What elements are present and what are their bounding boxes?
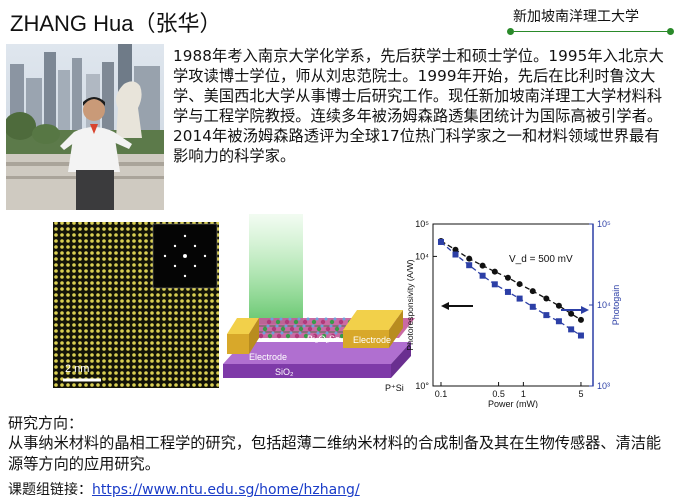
series-1-point: [452, 251, 459, 258]
group-link-line: 课题组链接：https://www.ntu.edu.sg/home/hzhang…: [8, 479, 360, 499]
series-0-point: [491, 268, 498, 275]
series-0-point: [452, 246, 459, 253]
y-left-axis-label: Photoresponsivity (A/W): [405, 259, 415, 350]
series-0-point: [466, 255, 473, 262]
series-1-point: [504, 288, 511, 295]
affiliation: 新加坡南洋理工大学: [513, 9, 639, 25]
y-right-axis-label: Photogain: [611, 285, 621, 326]
portrait-photo: [6, 44, 164, 210]
series-1-point: [577, 332, 584, 339]
group-link-label: 课题组链接：: [8, 482, 92, 498]
electrode-left-label: Electrode: [249, 352, 287, 362]
y-left-tick-label: 10⁵: [415, 219, 429, 229]
series-1-point: [555, 318, 562, 325]
chart-annotation: V_d = 500 mV: [509, 254, 573, 265]
photoresponse-chart: 0.1 0.5 1 5 Power (mW) 10° 10⁴ 10⁵ 10³ 10⁴ 10⁵ Phot…: [405, 219, 621, 409]
series-1-point: [491, 281, 498, 288]
series-1-point: [529, 303, 536, 310]
y-right-tick-label: 10⁴: [597, 300, 611, 310]
y-right-tick-label: 10⁵: [597, 219, 611, 229]
scale-bar-label: 2 nm: [65, 363, 89, 375]
x-tick-label: 0.5: [492, 389, 505, 399]
hrtem-image: 2 nm: [53, 222, 219, 388]
series-0-point: [479, 262, 486, 269]
group-link[interactable]: https://www.ntu.edu.sg/home/hzhang/: [92, 482, 360, 498]
substrate-label: P⁺Si: [385, 383, 404, 393]
material-label: Bi₂O₂Se: [307, 334, 340, 344]
x-tick-label: 1: [521, 389, 526, 399]
y-left-tick-label: 10°: [415, 381, 429, 391]
series-0-point: [577, 316, 584, 323]
series-0-point: [568, 310, 575, 317]
series-0-point: [516, 281, 523, 288]
series-0-point: [543, 295, 550, 302]
series-1-point: [437, 238, 444, 245]
series-1-point: [479, 272, 486, 279]
series-0-point: [504, 274, 511, 281]
series-0-point: [529, 288, 536, 295]
affiliation-dot-left: [507, 28, 514, 35]
y-right-tick-label: 10³: [597, 381, 610, 391]
sio2-label: SiO₂: [275, 367, 294, 377]
page-title: ZHANG Hua（张华）: [10, 11, 222, 36]
arrow-left-head: [441, 302, 449, 310]
y-left-tick-label: 10⁴: [415, 251, 429, 261]
series-1-point: [516, 295, 523, 302]
device-schematic: Electrode Electrode Bi₂O₂Se SiO₂ P⁺Si: [223, 214, 415, 393]
arrow-right-head: [581, 306, 589, 314]
research-text: 从事纳米材料的晶相工程学的研究，包括超薄二维纳米材料的合成制备及其在生物传感器、…: [8, 434, 662, 473]
series-0-point: [555, 302, 562, 309]
research-label: 研究方向：: [8, 414, 84, 432]
series-1-point: [568, 326, 575, 333]
x-axis-label: Power (mW): [488, 399, 538, 408]
x-tick-label: 0.1: [435, 389, 448, 399]
series-1-point: [466, 262, 473, 269]
electrode-right-label: Electrode: [353, 335, 391, 345]
x-tick-label: 5: [578, 389, 583, 399]
series-1-point: [543, 312, 550, 319]
research-figures: 2 nm Electrode Electrode Bi₂O₂Se SiO₂: [53, 214, 625, 409]
affiliation-dot-right: [667, 28, 674, 35]
affiliation-underline: [514, 31, 670, 32]
bio-paragraph: 1988年考入南京大学化学系，先后获学士和硕士学位。1995年入北京大学攻读博士…: [173, 47, 664, 165]
